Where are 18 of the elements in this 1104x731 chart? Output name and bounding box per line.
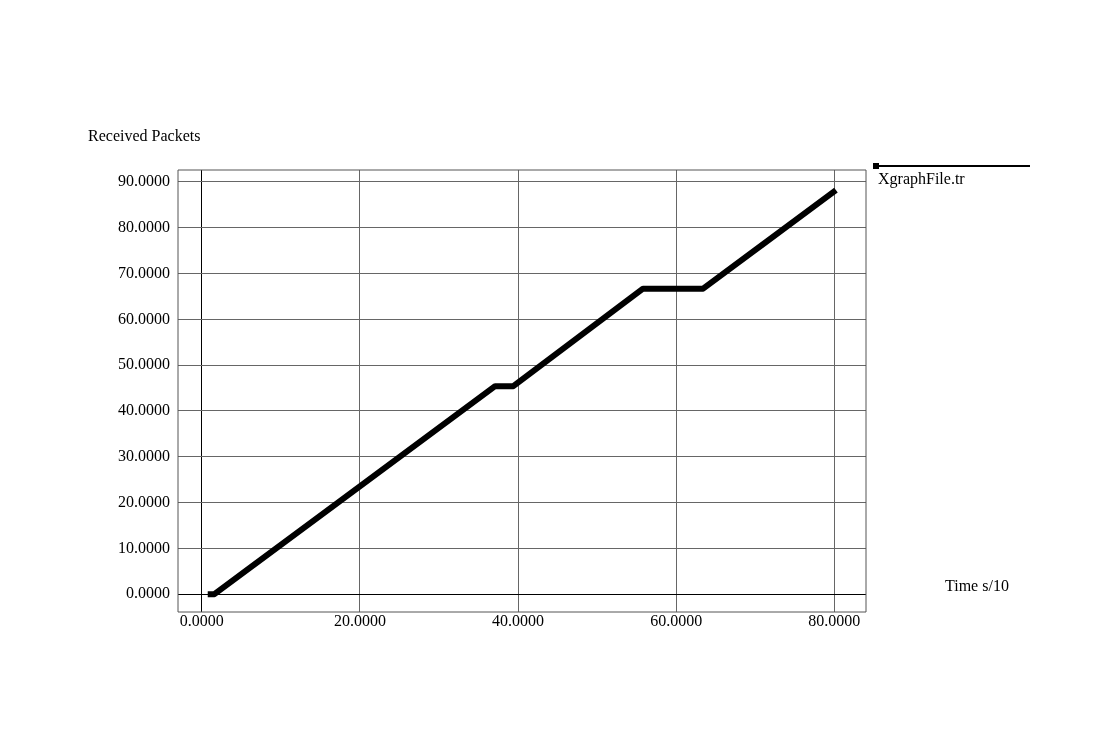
x-tick-label: 0.0000 — [179, 611, 224, 629]
y-tick-label: 50.0000 — [118, 355, 170, 373]
y-tick-label: 30.0000 — [118, 446, 170, 464]
x-axis-title: Time s/10 — [945, 577, 1009, 595]
y-tick-label: 10.0000 — [118, 538, 170, 556]
y-axis-title: Received Packets — [88, 127, 201, 145]
y-tick-label: 20.0000 — [118, 492, 170, 510]
y-tick-label: 80.0000 — [118, 217, 170, 235]
y-tick-label: 60.0000 — [118, 309, 170, 327]
y-tick-label: 70.0000 — [118, 263, 170, 281]
y-tick-label: 90.0000 — [118, 172, 170, 190]
legend-label: XgraphFile.tr — [878, 170, 966, 189]
y-tick-label: 40.0000 — [118, 401, 170, 419]
x-tick-label: 40.0000 — [492, 611, 545, 629]
x-tick-label: 80.0000 — [808, 611, 861, 629]
x-tick-label: 20.0000 — [333, 611, 386, 629]
x-tick-label: 60.0000 — [650, 611, 703, 629]
y-tick-label: 0.0000 — [126, 584, 170, 602]
